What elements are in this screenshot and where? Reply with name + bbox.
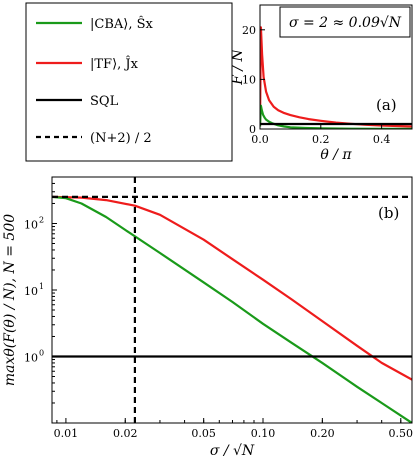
panel-a-frame [259, 4, 413, 130]
panel-b-xtick-label: 0.50 [389, 427, 414, 440]
legend-frame [25, 2, 233, 162]
panel-b-xtick-label: 0.01 [54, 427, 79, 440]
panel-a-label: (a) [376, 96, 397, 114]
panel-a-annotation-box [279, 6, 411, 38]
legend-label-cba: |CBA⟩, Ŝx [90, 15, 154, 32]
panel-a-ylabel: F / N [230, 48, 246, 85]
panel-b-ytick-label: 10 [24, 351, 38, 364]
panel-b-xtick-label: 0.20 [310, 427, 335, 440]
panel-b-xtick-label: 0.10 [251, 427, 276, 440]
panel-a-xtick-label: 0.0 [251, 133, 269, 146]
panel-b-ytick-exponent: 0 [39, 348, 44, 357]
panel-a-ytick-label: 0 [249, 123, 256, 136]
panel-b-label: (b) [378, 204, 399, 222]
panel-b-ytick-exponent: 1 [39, 282, 44, 291]
panel-a-xtick-label: 0.2 [312, 133, 330, 146]
panel-b-series-CBA [52, 195, 412, 423]
panel-a-annotation: σ = 2 ≈ 0.09√N [289, 15, 402, 31]
panel-b-ylabel: maxθ(F(θ) / N), N = 500 [2, 214, 18, 386]
panel-b-xlabel: σ / √N [210, 443, 255, 459]
panel-b-xtick-label: 0.05 [191, 427, 216, 440]
panel-a-ytick-label: 10 [242, 73, 256, 86]
panel-b-xtick-label: 0.02 [113, 427, 138, 440]
panel-b-series-TF [52, 195, 412, 381]
panel-a-xtick-label: 0.4 [373, 133, 391, 146]
panel-b-ytick-exponent: 2 [39, 215, 44, 224]
legend: |CBA⟩, Ŝx |TF⟩, Ĵx SQL (N+2) / 2 [25, 2, 233, 162]
panel-a-ytick-label: 20 [242, 24, 256, 37]
legend-label-sql: SQL [90, 94, 119, 109]
legend-label-bound: (N+2) / 2 [90, 131, 152, 146]
legend-label-tf: |TF⟩, Ĵx [90, 56, 139, 72]
panel-b-ytick-label: 10 [24, 218, 38, 231]
panel-a-xlabel: θ / π [320, 147, 352, 163]
panel-b-ytick-label: 10 [24, 285, 38, 298]
